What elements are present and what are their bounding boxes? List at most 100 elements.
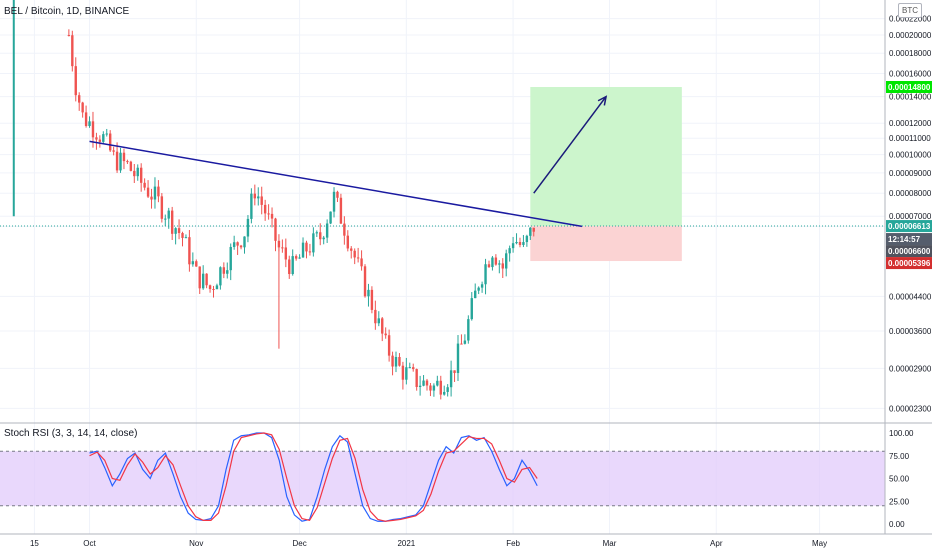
candle-body (229, 246, 232, 271)
candle-body (239, 245, 243, 248)
candle-body (525, 235, 529, 243)
candle-body (363, 266, 367, 297)
stop-zone (530, 226, 682, 262)
candle-body (201, 273, 205, 289)
candle-body (170, 210, 174, 234)
candle-body (195, 261, 198, 267)
candle-body (501, 263, 504, 269)
candle-body (112, 150, 115, 152)
candle-body (236, 242, 239, 246)
candle-body (346, 235, 350, 249)
candle-body (78, 95, 81, 103)
candle-body (88, 121, 91, 126)
candle-body (332, 191, 336, 212)
low-level-label-box (886, 257, 932, 270)
candle-body (126, 161, 129, 163)
trendline (89, 140, 583, 228)
candle-body (498, 263, 501, 265)
candle-body (133, 170, 136, 177)
currency-badge[interactable]: BTC (898, 3, 922, 18)
rsi-k-line (89, 432, 538, 522)
price-tick-label: 0.00020000 (889, 31, 932, 40)
candle-body (291, 256, 294, 275)
candle-body (146, 187, 150, 197)
price-tick-label: 0.00008000 (889, 189, 932, 198)
candle-body (257, 196, 260, 199)
candle-body (353, 250, 356, 258)
candle-body (408, 367, 411, 369)
candle-body (360, 258, 363, 267)
candle-body (284, 247, 288, 260)
candle-body (319, 232, 322, 240)
candle-body (477, 287, 480, 291)
candle-body (267, 213, 270, 215)
candle-body (377, 318, 380, 324)
countdown-label-box (886, 233, 932, 246)
price-tick-label: 0.00011000 (889, 134, 931, 143)
candle-body (71, 35, 74, 67)
price-tick-label: 0.00018000 (889, 49, 932, 58)
rsi-band (0, 451, 885, 506)
price-tick-label: 0.00022000 (889, 15, 932, 24)
candle-body (487, 264, 491, 268)
price-tick-label: 0.00016000 (889, 70, 932, 79)
candle-body (432, 385, 436, 391)
candle-body (219, 267, 222, 286)
stop-level-label: 0.00006600 (888, 247, 931, 256)
candle-body (260, 196, 263, 205)
candle-body (508, 248, 511, 254)
candle-body (412, 367, 415, 370)
candle-body (74, 66, 77, 96)
candle-body (298, 257, 301, 259)
candle-body (312, 233, 315, 253)
candle-body (67, 35, 71, 37)
candle-body (250, 193, 253, 219)
candle-body (515, 241, 518, 244)
candle-body (184, 237, 188, 239)
candle-body (494, 257, 498, 265)
rsi-tick-label: 25.00 (889, 497, 910, 506)
candle-body (167, 210, 170, 219)
time-tick-label: 2021 (397, 539, 415, 548)
candle-body (418, 385, 422, 387)
candle-body (491, 257, 494, 268)
time-tick-label: Dec (292, 539, 306, 548)
price-tick-label: 0.00002900 (889, 364, 932, 373)
candle-body (532, 227, 535, 232)
candle-body (136, 167, 139, 177)
candle-body (205, 273, 208, 286)
candle-body (150, 196, 153, 200)
current-price-label-box (886, 220, 932, 233)
price-tick-label: 0.00012000 (889, 119, 932, 128)
candle-body (188, 237, 191, 265)
candle-body (177, 228, 181, 234)
target-level-label: 0.00014800 (888, 83, 931, 92)
rsi-tick-label: 75.00 (889, 452, 910, 461)
time-tick-label: May (812, 539, 827, 548)
candle-body (470, 298, 473, 320)
candle-body (505, 253, 508, 269)
candle-body (415, 369, 418, 387)
candle-body (174, 228, 177, 234)
candle-body (322, 237, 325, 240)
price-tick-label: 0.00007000 (889, 212, 932, 221)
time-tick-label: Nov (189, 539, 203, 548)
current-price-label: 0.00006613 (888, 222, 931, 231)
candle-body (191, 261, 195, 265)
candle-body (381, 318, 384, 334)
candle-body (480, 284, 484, 288)
candle-body (181, 233, 184, 238)
candle-body (305, 242, 308, 252)
position-zones (0, 87, 885, 262)
chart-title: BEL / Bitcoin, 1D, BINANCE (4, 6, 130, 17)
candle-body (436, 380, 439, 386)
candle-body (522, 242, 525, 245)
candle-body (529, 227, 532, 236)
candle-body (398, 356, 401, 366)
rsi-tick-label: 0.00 (889, 520, 905, 529)
candle-body (263, 204, 267, 214)
candle-body (253, 193, 257, 199)
candle-body (198, 266, 201, 289)
